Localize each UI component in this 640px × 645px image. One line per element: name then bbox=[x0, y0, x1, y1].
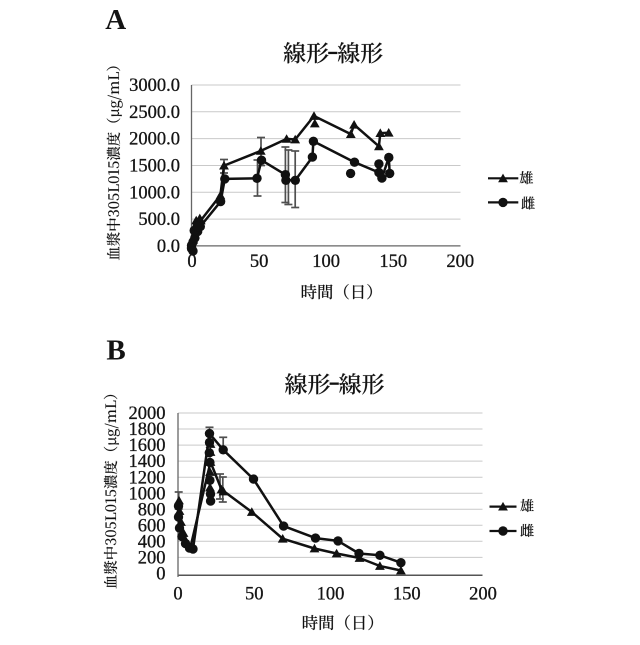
svg-text:1600: 1600 bbox=[129, 436, 166, 456]
svg-text:2500.0: 2500.0 bbox=[129, 103, 180, 123]
svg-text:0: 0 bbox=[156, 565, 165, 585]
svg-text:0: 0 bbox=[173, 584, 182, 604]
svg-text:600: 600 bbox=[138, 516, 166, 536]
svg-text:100: 100 bbox=[317, 584, 345, 604]
svg-text:100: 100 bbox=[312, 252, 340, 272]
svg-text:150: 150 bbox=[379, 252, 407, 272]
svg-text:2000: 2000 bbox=[129, 404, 166, 424]
svg-text:200: 200 bbox=[138, 549, 166, 569]
svg-text:2000.0: 2000.0 bbox=[129, 130, 180, 150]
svg-text:800: 800 bbox=[138, 500, 166, 520]
svg-text:B: B bbox=[106, 335, 125, 367]
svg-text:150: 150 bbox=[393, 584, 421, 604]
svg-text:1800: 1800 bbox=[129, 420, 166, 440]
svg-text:400: 400 bbox=[138, 532, 166, 552]
svg-text:1000: 1000 bbox=[129, 484, 166, 504]
svg-text:200: 200 bbox=[446, 252, 474, 272]
svg-text:200: 200 bbox=[469, 584, 497, 604]
svg-text:1500.0: 1500.0 bbox=[129, 157, 180, 177]
svg-text:0.0: 0.0 bbox=[157, 237, 180, 257]
svg-text:500.0: 500.0 bbox=[138, 210, 180, 230]
svg-text:0: 0 bbox=[187, 252, 196, 272]
svg-text:1000.0: 1000.0 bbox=[129, 183, 180, 203]
svg-text:3000.0: 3000.0 bbox=[129, 76, 180, 96]
svg-text:50: 50 bbox=[250, 252, 269, 272]
svg-text:50: 50 bbox=[245, 584, 264, 604]
svg-text:A: A bbox=[105, 4, 126, 36]
svg-text:1400: 1400 bbox=[129, 452, 166, 472]
svg-text:1200: 1200 bbox=[129, 468, 166, 488]
